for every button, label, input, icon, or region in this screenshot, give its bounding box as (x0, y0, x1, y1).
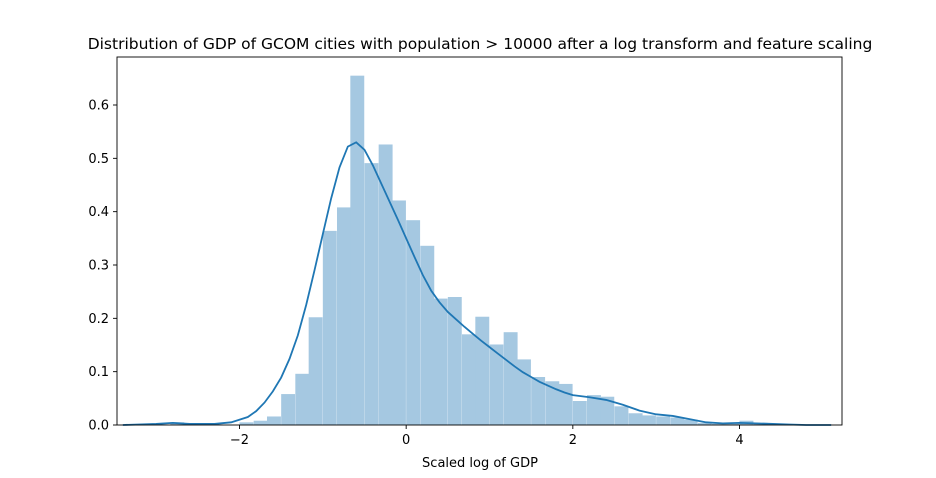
histogram-bar-9 (337, 207, 351, 425)
y-axis: 0.0 0.1 0.2 0.3 0.4 0.5 0.6 (88, 99, 117, 434)
histogram-bar-19 (475, 316, 490, 425)
kde-curve (122, 141, 832, 426)
histogram-bar-8 (322, 230, 337, 425)
histogram-bar-10 (350, 75, 365, 426)
chart-title: Distribution of GDP of GCOM cities with … (88, 35, 873, 53)
histogram-bar-29 (614, 406, 629, 425)
histogram-bar-21 (503, 332, 518, 425)
histogram-bar-2 (239, 422, 254, 425)
histogram-bar-28 (600, 396, 615, 425)
x-tick-label: 4 (735, 433, 743, 448)
x-tick-label: 2 (569, 433, 577, 448)
histogram-bar-26 (572, 401, 587, 425)
x-axis: −2 0 2 4 (230, 425, 744, 448)
y-tick-label: 0.3 (88, 259, 109, 274)
histogram-bar-24 (545, 381, 560, 425)
x-axis-label: Scaled log of GDP (422, 456, 538, 471)
histogram-bar-17 (447, 297, 462, 425)
y-tick-label: 0.2 (88, 312, 109, 327)
y-tick-label: 0.0 (88, 419, 109, 434)
histogram-bar-7 (308, 317, 323, 425)
histogram-bar-14 (406, 220, 421, 425)
histogram-bar-23 (531, 377, 546, 425)
histogram-bar-16 (433, 298, 448, 425)
histogram-bar-33 (670, 417, 685, 425)
histogram-bar-37 (725, 423, 740, 425)
histogram-bar-20 (489, 344, 504, 425)
x-tick-label: 0 (402, 433, 410, 448)
histogram-bar-18 (462, 334, 476, 425)
histogram-bar-4 (267, 416, 281, 425)
y-tick-label: 0.1 (88, 365, 109, 380)
histogram-bar-34 (683, 419, 698, 425)
histogram-bars (170, 75, 768, 426)
histogram-bar-11 (364, 163, 379, 425)
histogram-bar-12 (378, 144, 393, 425)
y-tick-label: 0.6 (88, 99, 109, 114)
histogram-bar-36 (712, 423, 726, 425)
histogram-bar-5 (281, 394, 296, 425)
histogram-bar-30 (628, 413, 643, 425)
plot-area-frame (116, 56, 843, 426)
x-tick-label: −2 (230, 433, 249, 448)
histogram-bar-35 (697, 422, 712, 425)
histogram-bar-13 (392, 200, 406, 425)
y-tick-label: 0.5 (88, 152, 109, 167)
y-tick-label: 0.4 (88, 205, 109, 220)
histogram-bar-32 (656, 416, 671, 425)
histogram-bar-3 (253, 420, 268, 425)
histogram-bar-27 (587, 395, 601, 425)
histogram-bar-6 (295, 373, 310, 425)
histogram-bar-31 (642, 415, 656, 425)
